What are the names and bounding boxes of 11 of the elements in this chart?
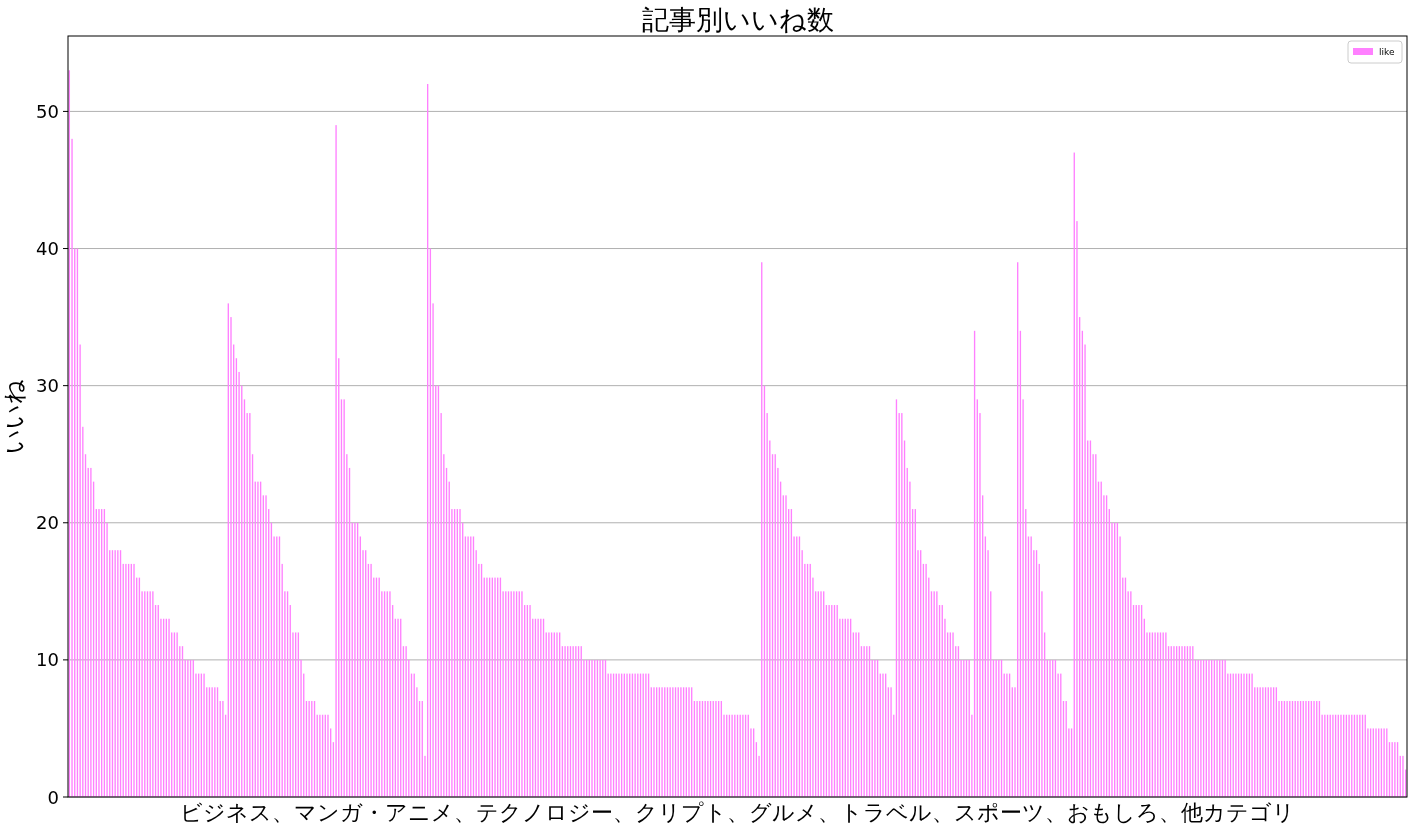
y-axis-title: いいね (0, 379, 28, 454)
y-tick-label: 20 (36, 512, 59, 534)
y-tick-label: 40 (36, 238, 59, 260)
legend-label: like (1379, 47, 1395, 57)
y-tick-label: 30 (36, 375, 59, 397)
y-tick-label: 10 (36, 649, 59, 671)
y-tick-label: 50 (36, 100, 59, 122)
y-tick-label: 0 (47, 786, 59, 808)
legend: like (1347, 40, 1403, 64)
x-axis-title: ビジネス、マンガ・アニメ、テクノロジー、クリプト、グルメ、トラベル、スポーツ、おもしろ、他カテゴリ (180, 800, 1295, 825)
chart-title: 記事別いいね数 (641, 4, 834, 35)
